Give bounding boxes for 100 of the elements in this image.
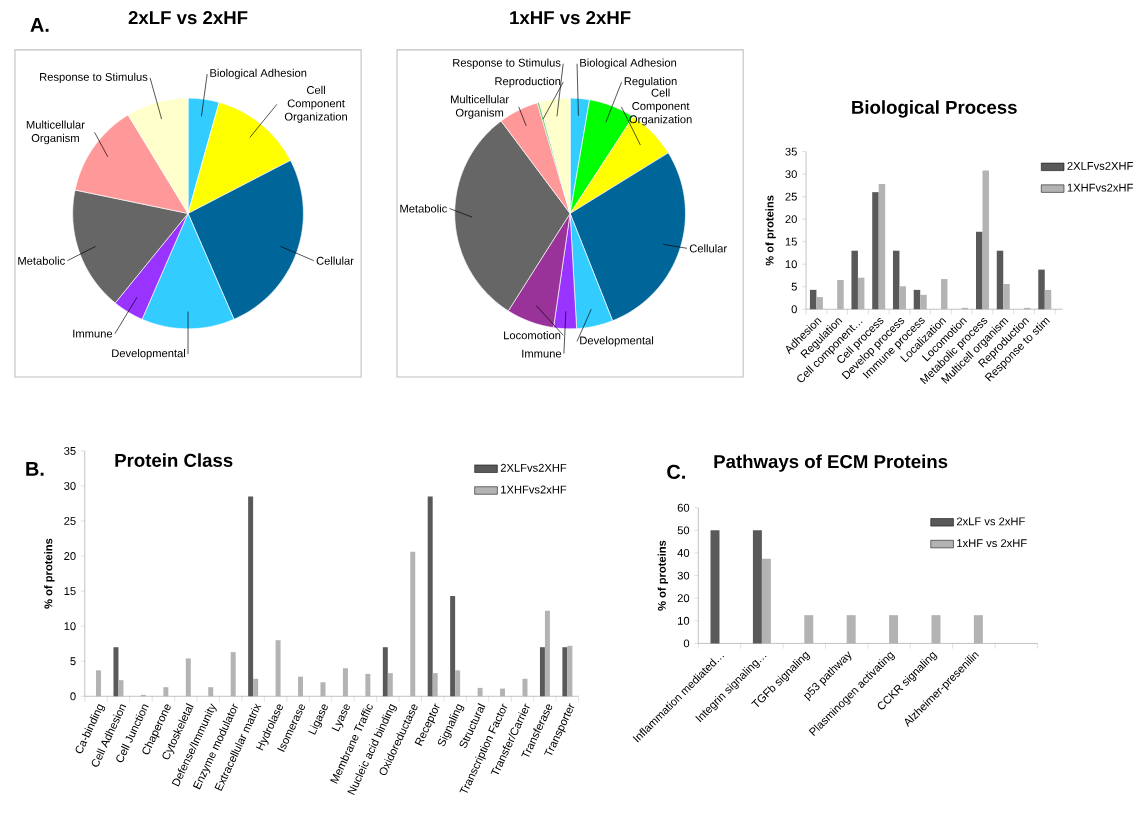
bar bbox=[208, 687, 214, 697]
y-tick-label: 25 bbox=[64, 517, 76, 525]
slice-label: Developmental bbox=[112, 349, 186, 360]
chart-title: Protein Class bbox=[115, 453, 233, 467]
bar bbox=[761, 558, 771, 644]
bar bbox=[872, 192, 879, 310]
legend-label: 2xLF vs 2xHF bbox=[956, 517, 1025, 526]
bar bbox=[567, 645, 573, 697]
legend-label: 1xHF vs 2xHF bbox=[957, 539, 1027, 548]
slice-label: Immune bbox=[522, 349, 562, 358]
y-tick-label: 20 bbox=[64, 552, 76, 561]
bar bbox=[387, 673, 393, 697]
y-tick-label: 25 bbox=[785, 192, 797, 201]
bar bbox=[931, 615, 941, 644]
slice-label: Regulation bbox=[624, 76, 677, 88]
y-tick-label: 50 bbox=[677, 526, 690, 535]
bar bbox=[940, 279, 948, 310]
slice-label: Cellular bbox=[689, 244, 727, 253]
bar bbox=[752, 530, 762, 644]
slice-label: Developmental bbox=[580, 336, 654, 347]
slice-label: Metabolic bbox=[18, 256, 65, 265]
y-tick-label: 10 bbox=[64, 622, 76, 631]
slice-label: Response to Stimulus bbox=[40, 72, 148, 84]
bar bbox=[982, 170, 989, 310]
chart-title: Biological Process bbox=[852, 100, 1017, 118]
bar bbox=[365, 673, 371, 697]
bar bbox=[809, 289, 817, 310]
y-tick-label: 40 bbox=[677, 549, 690, 557]
bar bbox=[804, 615, 814, 644]
bar bbox=[230, 652, 236, 697]
text: A. bbox=[30, 18, 49, 32]
chart-title: 1xHF vs 2xHF bbox=[510, 11, 631, 25]
bar bbox=[1038, 269, 1045, 310]
y-axis-title: % of proteins bbox=[657, 540, 669, 611]
bar bbox=[976, 231, 983, 310]
bar bbox=[913, 289, 921, 310]
y-tick-label: 0 bbox=[683, 639, 690, 648]
bar bbox=[163, 687, 169, 697]
bar bbox=[500, 688, 506, 697]
y-tick-label: 10 bbox=[785, 260, 797, 269]
bar bbox=[816, 297, 823, 310]
y-tick-label: 0 bbox=[70, 692, 76, 701]
bar bbox=[878, 184, 886, 310]
bar bbox=[857, 277, 865, 310]
bar bbox=[1044, 289, 1052, 310]
y-tick-label: 10 bbox=[678, 616, 690, 625]
bar bbox=[96, 670, 102, 697]
slice-label: Response to Stimulus bbox=[453, 58, 561, 69]
chart-title: 2xLF vs 2xHF bbox=[128, 11, 248, 25]
y-tick-label: 15 bbox=[785, 237, 797, 246]
slice-label: Multicellular Organism bbox=[451, 95, 509, 119]
y-tick-label: 0 bbox=[791, 305, 797, 314]
bar bbox=[342, 668, 348, 697]
y-tick-label: 5 bbox=[70, 657, 76, 666]
y-tick-label: 30 bbox=[64, 482, 76, 490]
bar bbox=[275, 640, 281, 697]
bar bbox=[118, 680, 124, 697]
legend-label: 2XLFvs2XHF bbox=[500, 463, 567, 472]
slice-label: Biological Adhesion bbox=[210, 68, 307, 80]
legend-label: 1XHFvs2xHF bbox=[1067, 183, 1133, 192]
bar bbox=[248, 496, 254, 697]
bar bbox=[851, 250, 858, 310]
slice-label: Multicellular Organism bbox=[26, 120, 85, 145]
y-tick-label: 20 bbox=[677, 594, 690, 603]
y-tick-label: 15 bbox=[64, 587, 76, 596]
bar bbox=[455, 670, 461, 697]
bar bbox=[996, 250, 1004, 310]
bar bbox=[320, 682, 326, 697]
slice-label: Immune bbox=[73, 329, 113, 338]
bar bbox=[544, 610, 550, 697]
bar bbox=[522, 678, 528, 697]
slice-label: Reproduction bbox=[495, 76, 561, 88]
bar bbox=[253, 678, 259, 697]
slice-label: Biological Adhesion bbox=[580, 58, 677, 69]
y-tick-label: 5 bbox=[791, 282, 797, 291]
bar bbox=[113, 647, 119, 697]
bar bbox=[562, 647, 568, 697]
y-tick-label: 35 bbox=[64, 446, 76, 455]
bar bbox=[410, 551, 416, 697]
bar bbox=[298, 676, 304, 697]
bar bbox=[920, 294, 927, 310]
legend-label: 1XHFvs2xHF bbox=[501, 485, 567, 494]
y-tick-label: 35 bbox=[785, 147, 797, 156]
text: B. bbox=[26, 462, 44, 476]
y-axis-title: % of proteins bbox=[765, 195, 776, 266]
legend-label: 2XLFvs2XHF bbox=[1067, 161, 1133, 170]
bar bbox=[450, 596, 456, 697]
y-tick-label: 30 bbox=[785, 170, 797, 179]
bar bbox=[837, 279, 844, 310]
text: C. bbox=[667, 464, 685, 479]
bar bbox=[539, 647, 545, 697]
bar bbox=[1003, 284, 1010, 310]
bar bbox=[899, 286, 906, 310]
slice-label: Metabolic bbox=[400, 204, 447, 213]
slice-label: Cell Component Organization bbox=[284, 85, 347, 123]
y-axis-title: % of proteins bbox=[44, 538, 55, 609]
chart-title: Pathways of ECM Proteins bbox=[714, 454, 948, 472]
bar bbox=[382, 647, 388, 697]
slice-label: Cellular bbox=[316, 256, 354, 265]
bar bbox=[427, 496, 433, 697]
